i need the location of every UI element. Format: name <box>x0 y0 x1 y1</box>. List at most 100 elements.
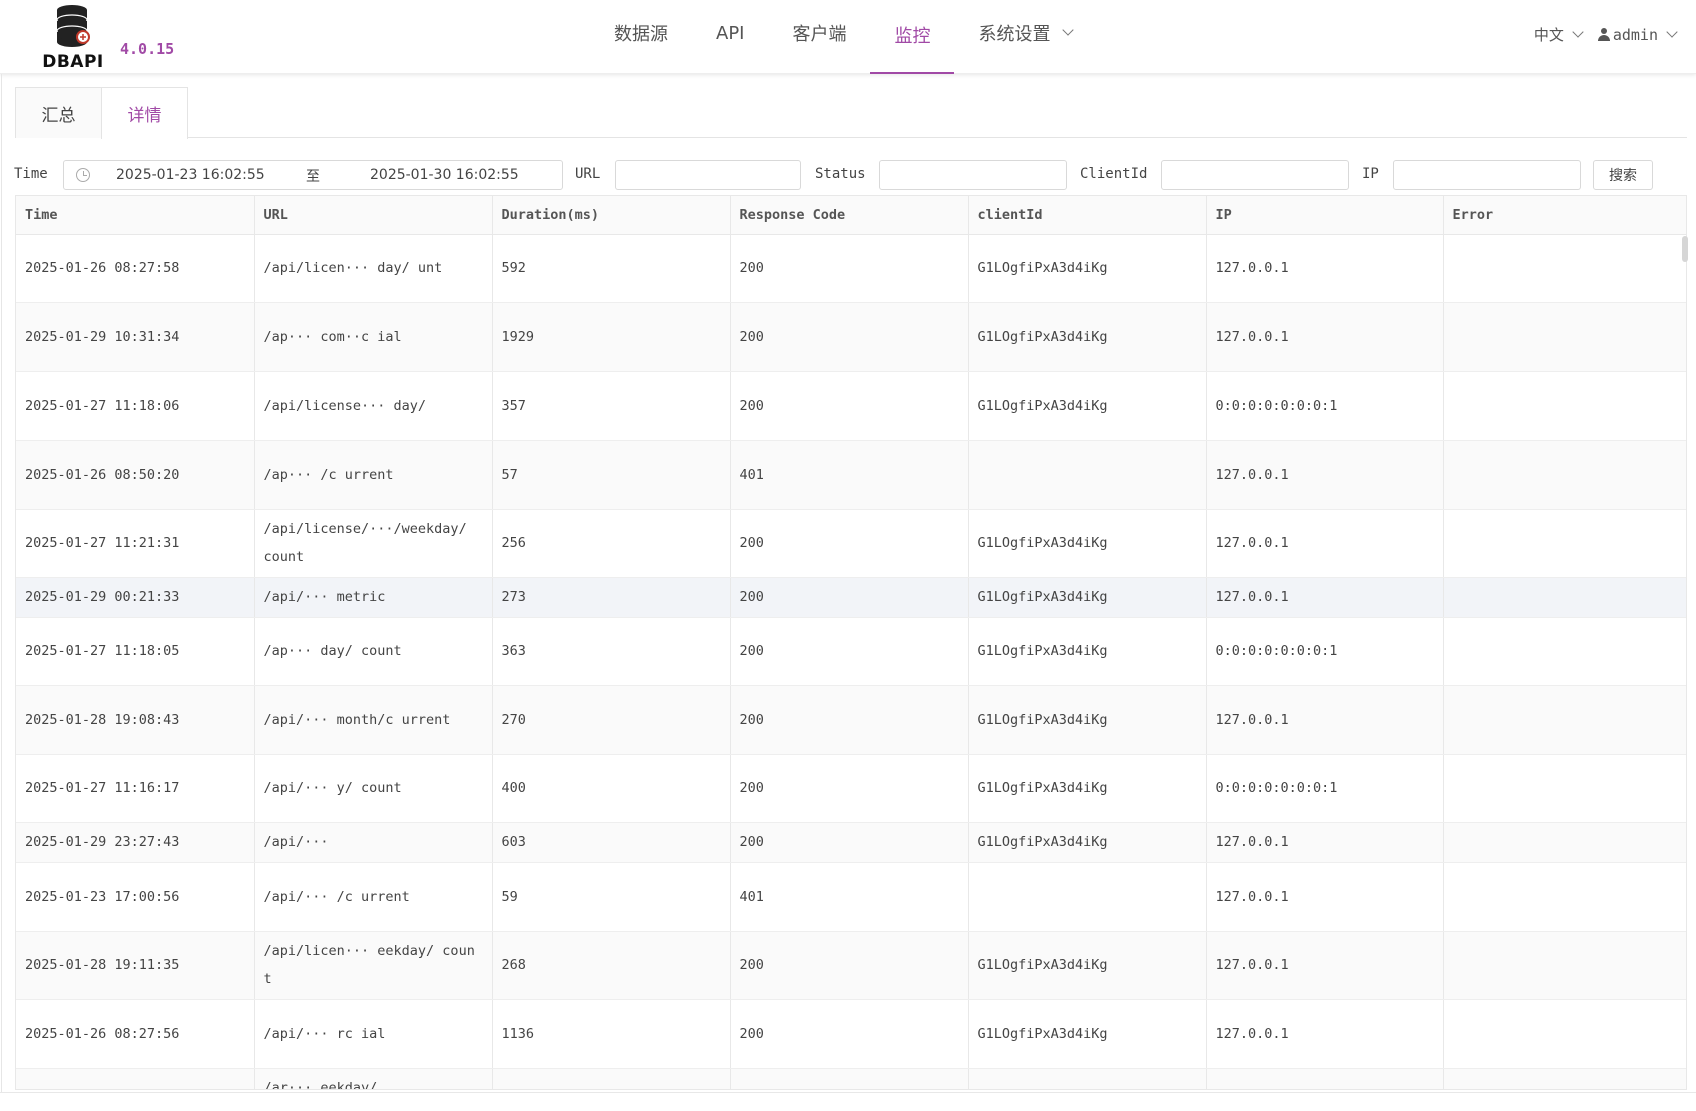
cell-time: 2025-01-23 17:00:56 <box>16 862 255 932</box>
cell-duration: 1136 <box>492 999 731 1069</box>
nav-item-settings[interactable]: 系统设置 <box>954 0 1096 74</box>
table-row[interactable]: 2025-01-29 00:21:33 /api/··· metric 273 … <box>16 577 1686 618</box>
cell-response-code: 200 <box>730 999 969 1069</box>
cell-ip: 127.0.0.1 <box>1206 234 1444 303</box>
cell-error <box>1443 371 1686 441</box>
table-scrollbar[interactable] <box>1682 236 1688 262</box>
cell-error <box>1443 931 1686 1000</box>
cell-ip: 127.0.0.1 <box>1206 302 1444 372</box>
cell-error <box>1443 440 1686 510</box>
cell-time: 2025-01-27 11:21:31 <box>16 509 255 578</box>
cell-response-code: 200 <box>730 577 969 618</box>
column-header-clientid[interactable]: clientId <box>968 196 1207 235</box>
cell-response-code: 200 <box>730 931 969 1000</box>
clock-icon <box>76 168 90 182</box>
search-button[interactable]: 搜索 <box>1593 160 1653 190</box>
cell-url: /api/licen··· eekday/ count <box>254 931 493 1000</box>
cell-ip: 127.0.0.1 <box>1206 931 1444 1000</box>
date-end[interactable]: 2025-01-30 16:02:55 <box>370 167 519 183</box>
column-header-time[interactable]: Time <box>16 196 255 235</box>
clientid-filter-label: ClientId <box>1080 166 1148 182</box>
date-separator: 至 <box>306 169 320 185</box>
tab-summary[interactable]: 汇总 <box>15 87 102 138</box>
cell-clientid: G1LOgfiPxA3d4iKg <box>968 999 1207 1069</box>
top-header: DBAPI 4.0.15 数据源 API 客户端 监控 系统设置 中文 admi… <box>0 0 1696 74</box>
cell-ip: 0:0:0:0:0:0:0:1 <box>1206 371 1444 441</box>
cell-url: /api/··· metric <box>254 577 493 618</box>
cell-url: /ap··· com··c ial <box>254 302 493 372</box>
cell-duration: 59 <box>492 862 731 932</box>
cell-clientid <box>968 1068 1207 1089</box>
table-row[interactable]: 2025-01-28 19:08:43 /api/··· month/c urr… <box>16 685 1686 755</box>
logo-text: DBAPI <box>42 52 104 72</box>
header-right: 中文 admin <box>1534 24 1678 45</box>
cell-response-code: 200 <box>730 509 969 578</box>
table-row[interactable]: 2025-01-27 11:18:06 /api/license··· day/… <box>16 371 1686 441</box>
column-header-duration[interactable]: Duration(ms) <box>492 196 731 235</box>
cell-duration: 357 <box>492 371 731 441</box>
cell-response-code <box>730 1068 969 1089</box>
tab-details[interactable]: 详情 <box>101 87 188 139</box>
cell-clientid: G1LOgfiPxA3d4iKg <box>968 617 1207 686</box>
column-header-ip[interactable]: IP <box>1206 196 1444 235</box>
database-icon <box>56 5 90 47</box>
cell-ip: 0:0:0:0:0:0:0:1 <box>1206 617 1444 686</box>
table-row[interactable]: 2025-01-23 17:00:56 /api/··· /c urrent 5… <box>16 862 1686 932</box>
cell-duration: 603 <box>492 822 731 863</box>
table-row[interactable]: 2025-01-26 08:27:58 /api/licen··· day/ u… <box>16 234 1686 303</box>
table-row[interactable]: 2025-01-27 11:21:31 /api/license/···/wee… <box>16 509 1686 578</box>
chevron-down-icon <box>1062 24 1075 36</box>
column-header-response-code[interactable]: Response Code <box>730 196 969 235</box>
ip-input[interactable] <box>1393 160 1581 190</box>
cell-time <box>16 1068 255 1089</box>
table-row[interactable]: 2025-01-27 11:18:05 /ap··· day/ count 36… <box>16 617 1686 686</box>
cell-duration <box>492 1068 731 1089</box>
column-header-url[interactable]: URL <box>254 196 493 235</box>
cell-error <box>1443 999 1686 1069</box>
table-row[interactable]: 2025-01-29 23:27:43 /api/··· 603 200 G1L… <box>16 822 1686 863</box>
status-filter-label: Status <box>815 166 866 182</box>
cell-duration: 270 <box>492 685 731 755</box>
table-row[interactable]: 2025-01-29 10:31:34 /ap··· com··c ial 19… <box>16 302 1686 372</box>
version-label: 4.0.15 <box>120 40 175 58</box>
user-menu[interactable]: admin <box>1597 25 1678 44</box>
cell-error <box>1443 509 1686 578</box>
nav-item-client[interactable]: 客户端 <box>768 0 870 74</box>
cell-url: /ar··· eekday/ <box>254 1068 493 1089</box>
cell-time: 2025-01-29 00:21:33 <box>16 577 255 618</box>
cell-ip: 127.0.0.1 <box>1206 822 1444 863</box>
cell-clientid: G1LOgfiPxA3d4iKg <box>968 754 1207 823</box>
table-row[interactable]: /ar··· eekday/ <box>16 1068 1686 1089</box>
table-row[interactable]: 2025-01-26 08:27:56 /api/··· rc ial 1136… <box>16 999 1686 1069</box>
cell-clientid: G1LOgfiPxA3d4iKg <box>968 931 1207 1000</box>
cell-time: 2025-01-27 11:18:05 <box>16 617 255 686</box>
cell-url: /api/··· rc ial <box>254 999 493 1069</box>
cell-clientid <box>968 862 1207 932</box>
dbapi-logo[interactable]: DBAPI <box>38 4 108 72</box>
status-input[interactable] <box>879 160 1067 190</box>
table-row[interactable]: 2025-01-26 08:50:20 /ap··· /c urrent 57 … <box>16 440 1686 510</box>
cell-ip: 127.0.0.1 <box>1206 862 1444 932</box>
language-dropdown[interactable]: 中文 <box>1534 24 1584 45</box>
nav-item-api[interactable]: API <box>692 0 768 74</box>
cell-time: 2025-01-26 08:50:20 <box>16 440 255 510</box>
nav-item-monitor[interactable]: 监控 <box>870 0 955 74</box>
monitor-tabs: 汇总 详情 <box>15 87 1687 139</box>
chevron-down-icon <box>1666 25 1678 38</box>
cell-response-code: 200 <box>730 371 969 441</box>
table-header-row: Time URL Duration(ms) Response Code clie… <box>16 196 1686 235</box>
table-row[interactable]: 2025-01-27 11:16:17 /api/··· y/ count 40… <box>16 754 1686 823</box>
cell-ip: 127.0.0.1 <box>1206 440 1444 510</box>
cell-ip: 0:0:0:0:0:0:0:1 <box>1206 754 1444 823</box>
url-input[interactable] <box>615 160 801 190</box>
cell-ip: 127.0.0.1 <box>1206 509 1444 578</box>
nav-item-datasource[interactable]: 数据源 <box>590 0 692 74</box>
date-range-picker[interactable]: 2025-01-23 16:02:55 至 2025-01-30 16:02:5… <box>63 160 563 190</box>
column-header-error[interactable]: Error <box>1443 196 1686 235</box>
date-start[interactable]: 2025-01-23 16:02:55 <box>116 167 265 183</box>
cell-url: /api/··· month/c urrent <box>254 685 493 755</box>
table-row[interactable]: 2025-01-28 19:11:35 /api/licen··· eekday… <box>16 931 1686 1000</box>
cell-url: /api/··· <box>254 822 493 863</box>
nav-label: 客户端 <box>792 24 847 45</box>
clientid-input[interactable] <box>1161 160 1349 190</box>
